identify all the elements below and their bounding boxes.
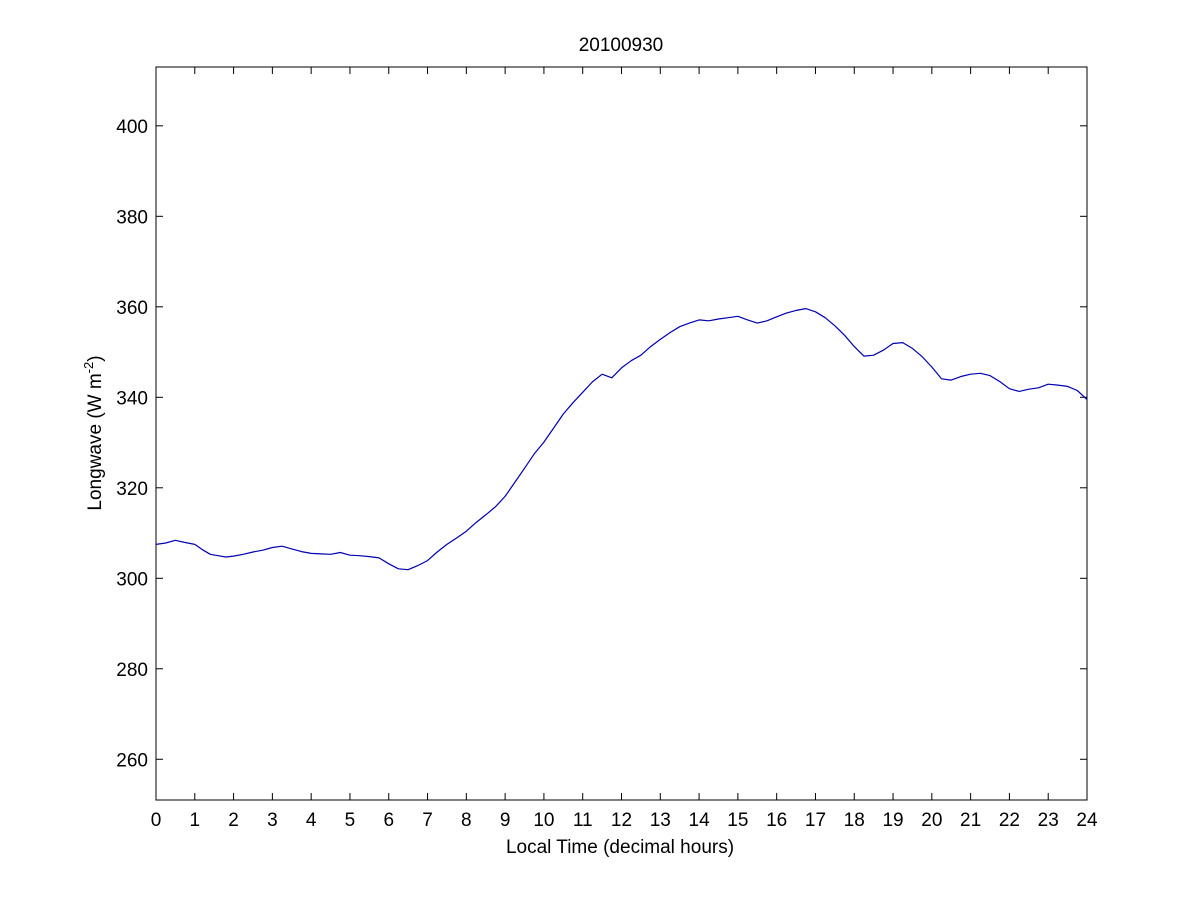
x-tick-label: 21: [960, 810, 981, 831]
y-axis-label-superscript: -2: [81, 362, 96, 374]
x-tick-label: 10: [533, 810, 554, 831]
x-tick-label: 0: [151, 810, 162, 831]
x-tick-label: 3: [267, 810, 278, 831]
y-tick-label: 360: [116, 298, 148, 319]
y-tick-label: 300: [116, 569, 148, 590]
series-layer: [155, 308, 1088, 571]
y-tick-label: 320: [116, 479, 148, 500]
x-tick-label: 16: [766, 810, 787, 831]
x-tick-label: 13: [650, 810, 671, 831]
chart-title: 20100930: [579, 35, 664, 56]
y-tick-label: 380: [116, 207, 148, 228]
x-tick-label: 23: [1038, 810, 1059, 831]
y-tick-label: 280: [116, 660, 148, 681]
x-tick-label: 2: [228, 810, 239, 831]
y-axis-label-close: ): [85, 355, 106, 361]
y-tick-labels: 260 280 300 320 340 360 380 400: [116, 117, 148, 771]
axis-ticks: [155, 67, 1088, 800]
x-tick-label: 20: [921, 810, 942, 831]
x-tick-label: 6: [383, 810, 394, 831]
x-tick-label: 17: [805, 810, 826, 831]
x-axis-label: Local Time (decimal hours): [506, 837, 734, 858]
x-tick-label: 18: [844, 810, 865, 831]
x-tick-label: 12: [611, 810, 632, 831]
x-tick-label: 19: [882, 810, 903, 831]
y-tick-label: 400: [116, 117, 148, 138]
y-tick-label: 260: [116, 750, 148, 771]
x-tick-label: 7: [422, 810, 433, 831]
x-tick-label: 4: [306, 810, 317, 831]
x-tick-label: 8: [461, 810, 472, 831]
x-tick-labels: 0 1 2 3 4 5 6 7 8 9 10 11 12 13 14 15 16 17 18 19 20 21 22 23 24: [151, 810, 1098, 831]
plot-area-frame: [155, 66, 1088, 801]
x-tick-label: 15: [727, 810, 748, 831]
x-tick-label: 1: [190, 810, 201, 831]
y-axis-label: Longwave (W m-2): [81, 355, 106, 510]
x-tick-label: 9: [500, 810, 511, 831]
y-axis-label-text: Longwave (W m: [85, 373, 106, 510]
x-tick-label: 14: [689, 810, 711, 831]
series-line: [155, 308, 1088, 571]
x-tick-label: 11: [573, 810, 593, 831]
y-tick-label: 340: [116, 388, 148, 409]
x-tick-label: 22: [999, 810, 1020, 831]
x-tick-label: 24: [1076, 810, 1098, 831]
x-tick-label: 5: [345, 810, 356, 831]
